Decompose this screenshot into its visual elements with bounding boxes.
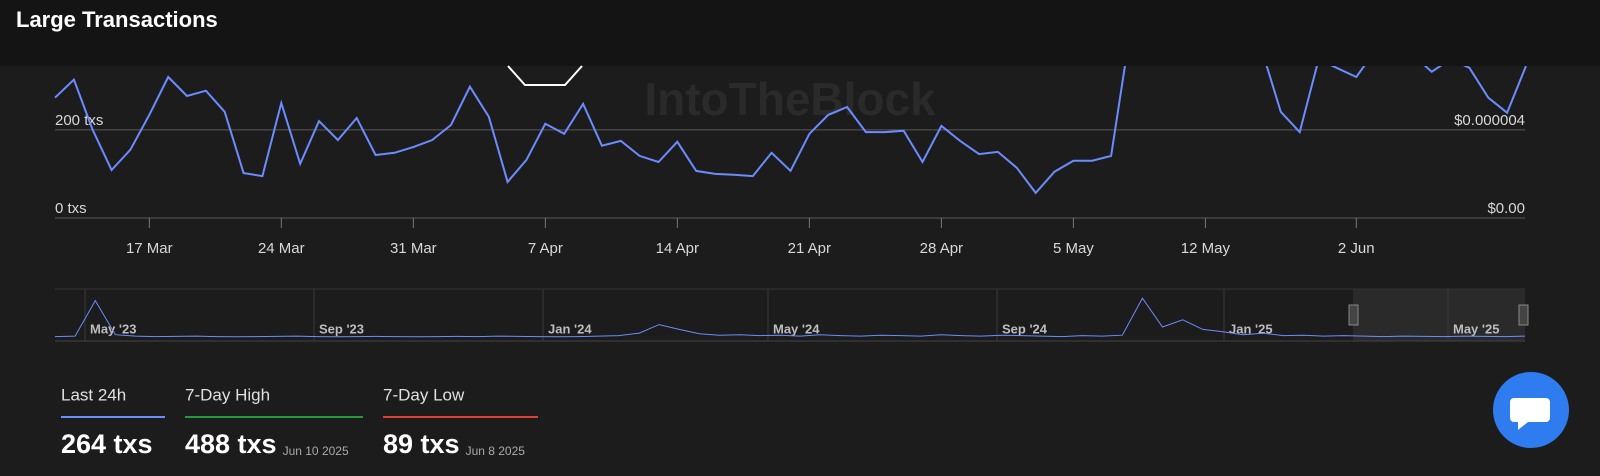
- navigator-label: Jan '24: [548, 321, 592, 336]
- navigator-line: [54, 297, 1526, 338]
- navigator-label: Jan '25: [1229, 321, 1273, 336]
- x-tick-label: 28 Apr: [920, 240, 963, 257]
- x-tick-label: 14 Apr: [656, 240, 699, 257]
- plot: [54, 66, 1527, 195]
- x-tick-label: 7 Apr: [528, 240, 563, 257]
- y2-tick-label: $0.00: [1487, 200, 1525, 217]
- y-tick-label: 200 txs: [55, 112, 103, 129]
- stat-underline: [383, 416, 538, 418]
- navigator-handle[interactable]: [1518, 304, 1529, 326]
- stat-underline: [185, 416, 363, 418]
- stat-value: 89 txs: [383, 429, 460, 459]
- stat-value: 488 txs: [185, 429, 277, 459]
- x-tick-label: 24 Mar: [258, 240, 305, 257]
- navigator-label: May '25: [1453, 321, 1499, 336]
- stat-date: Jun 8 2025: [466, 444, 526, 458]
- watermark: IntoTheBlock: [644, 73, 936, 125]
- navigator-label: May '24: [773, 321, 820, 336]
- stat-value: 264 txs: [61, 429, 153, 459]
- x-tick-label: 12 May: [1181, 240, 1231, 257]
- header-bar: [0, 0, 1600, 66]
- x-tick-label: 31 Mar: [390, 240, 437, 257]
- stat-label: 7-Day Low: [383, 385, 465, 404]
- chat-icon: [1510, 398, 1550, 430]
- y2-tick-label: $0.000004: [1454, 112, 1525, 129]
- x-tick-label: 2 Jun: [1338, 240, 1375, 257]
- y-tick-label: 0 txs: [55, 200, 87, 217]
- page-title: Large Transactions: [16, 7, 218, 32]
- stat-label: 7-Day High: [185, 385, 270, 404]
- navigator-label: Sep '23: [319, 321, 364, 336]
- x-tick-label: 5 May: [1053, 240, 1094, 257]
- stat-underline: [61, 416, 165, 418]
- x-tick-label: 21 Apr: [788, 240, 831, 257]
- navigator-selection[interactable]: [1353, 289, 1525, 341]
- stat-label: Last 24h: [61, 385, 126, 404]
- stat-date: Jun 10 2025: [283, 444, 349, 458]
- navigator-handle[interactable]: [1348, 304, 1359, 326]
- hex-icon: [507, 65, 583, 86]
- navigator-label: Sep '24: [1002, 321, 1048, 336]
- x-tick-label: 17 Mar: [126, 240, 173, 257]
- navigator-label: May '23: [90, 321, 136, 336]
- data-line: [54, 66, 1527, 195]
